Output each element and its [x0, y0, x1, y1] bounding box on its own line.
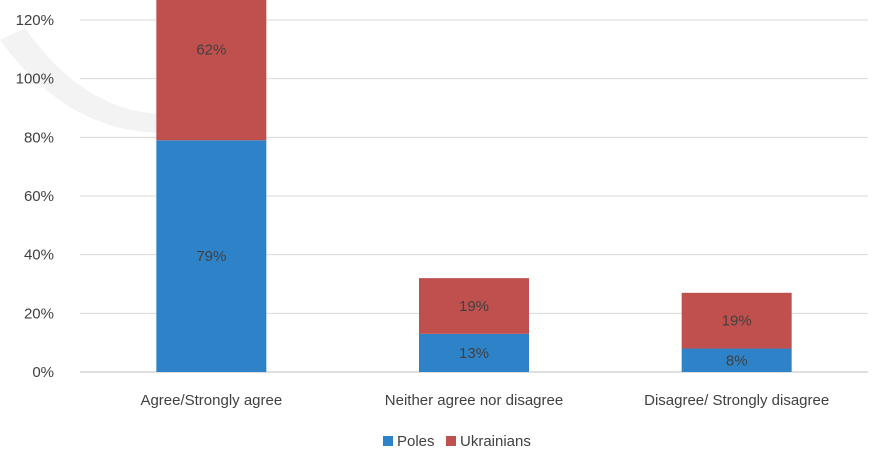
legend-swatch-poles	[383, 436, 393, 446]
bar-poles-2	[681, 348, 792, 372]
legend-label: Poles	[397, 433, 435, 450]
bar-ukrainians-0	[156, 0, 267, 141]
y-axis: 0% 20% 40% 60% 80% 100% 120%	[16, 12, 54, 381]
y-tick-label: 80%	[24, 129, 54, 146]
x-category-label: Disagree/ Strongly disagree	[644, 392, 829, 409]
data-label: 79%	[196, 248, 226, 265]
y-tick-label: 20%	[24, 305, 54, 322]
bar-ukrainians-1	[419, 278, 529, 334]
y-tick-label: 40%	[24, 247, 54, 264]
data-label: 19%	[722, 313, 752, 330]
y-tick-label: 120%	[16, 12, 54, 29]
x-category-label: Agree/Strongly agree	[140, 392, 282, 409]
legend-label: Ukrainians	[460, 433, 531, 450]
data-label: 62%	[196, 41, 226, 58]
y-tick-label: 60%	[24, 188, 54, 205]
y-tick-label: 100%	[16, 71, 54, 88]
x-axis: Agree/Strongly agree Neither agree nor di…	[140, 392, 829, 409]
y-tick-label: 0%	[32, 364, 54, 381]
bar-ukrainians-2	[681, 292, 792, 349]
data-label: 8%	[726, 352, 748, 369]
data-label: 19%	[459, 298, 489, 315]
legend: Poles Ukrainians	[383, 433, 531, 450]
legend-swatch-ukrainians	[446, 436, 456, 446]
data-label: 13%	[459, 345, 489, 362]
watermark-arc	[0, 28, 252, 134]
bar-poles-1	[419, 333, 529, 372]
bars: 79% 62% 13% 19% 8% 19%	[156, 0, 792, 372]
bar-poles-0	[156, 140, 267, 372]
x-category-label: Neither agree nor disagree	[385, 392, 563, 409]
